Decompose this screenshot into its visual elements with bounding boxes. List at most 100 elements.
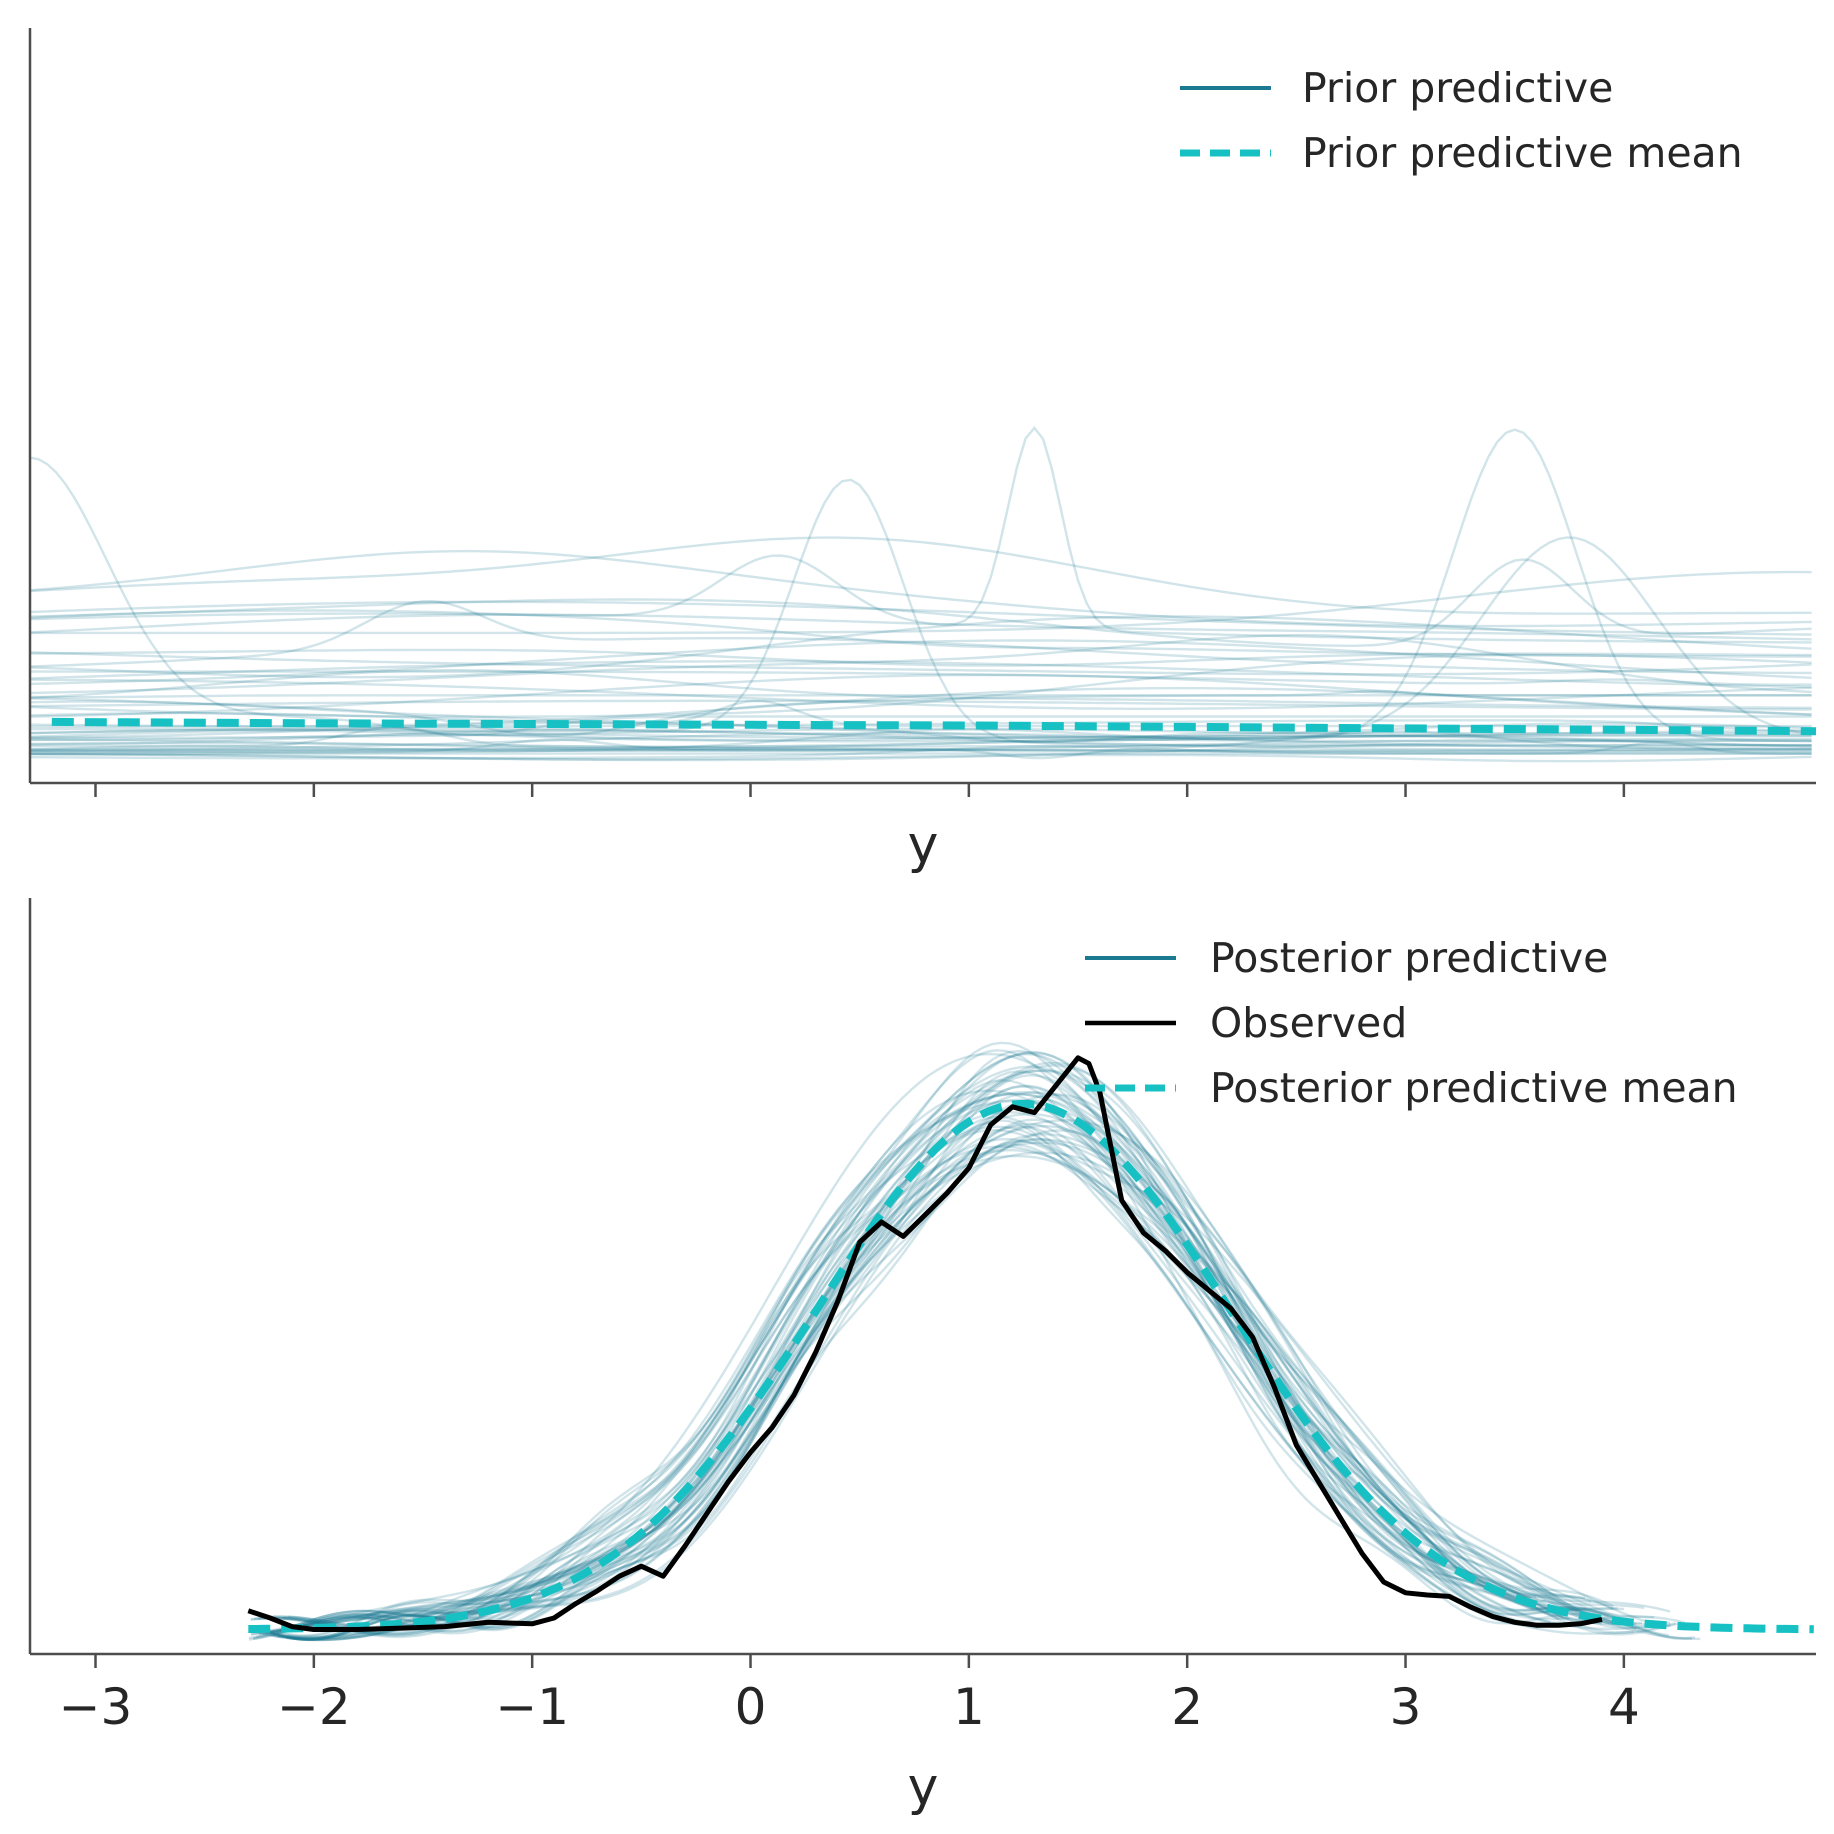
legend-label-posterior-predictive-mean: Posterior predictive mean [1210,1064,1738,1112]
prior-sample-curve [30,737,1812,752]
prior-sample-curve [30,749,1812,753]
x-axis-label: y [908,815,939,875]
prior-sample-curve [29,744,1812,755]
prior-sample-curve [29,609,1812,658]
prior-sample-curves [29,425,1812,763]
prior-predictive-panel: y Prior predictive Prior predictive mean [28,28,1817,875]
prior-sample-curve [30,741,1812,755]
prior-sample-curve [29,558,1812,648]
legend-label-observed: Observed [1210,999,1407,1047]
prior-sample-curve [29,599,1812,675]
prior-sample-curve [30,745,1812,760]
prior-sample-curve [30,730,1812,760]
prior-sample-curve [30,570,1812,635]
x-axis-ticks: −3 −2 −1 0 1 2 3 4 [59,1654,1640,1736]
posterior-sample-curve [265,1137,1541,1635]
prior-sample-curve [29,739,1812,762]
prior-sample-curve [30,699,1812,711]
posterior-sample-curve [250,1051,1561,1639]
posterior-sample-curve [249,1105,1621,1640]
prior-sample-curve [29,615,1812,679]
posterior-sample-curve [273,1069,1532,1641]
posterior-sample-curve [280,1128,1539,1633]
prior-sample-curve [29,722,1812,739]
posterior-sample-curve [250,1148,1596,1636]
x-tick-label: 2 [1171,1678,1203,1736]
posterior-sample-curve [252,1073,1564,1641]
prior-sample-curve [30,670,1812,686]
posterior-sample-curve [289,1124,1557,1642]
prior-sample-curve [29,673,1812,718]
posterior-sample-curve [282,1050,1602,1633]
prior-sample-curve [30,733,1812,742]
posterior-predictive-mean-line [248,1099,1814,1634]
posterior-sample-curve [263,1052,1671,1633]
prior-sample-curve [30,753,1812,763]
prior-predictive-mean-line [51,717,1817,736]
x-tick-label: −1 [495,1678,569,1736]
observed-line [247,1055,1603,1632]
posterior-sample-curve [286,1132,1588,1642]
prior-sample-curve [30,733,1812,752]
prior-sample-curve [29,669,1812,709]
posterior-predictive-panel: −3 −2 −1 0 1 2 3 4 y Posterior predictive Obser… [28,898,1816,1817]
posterior-sample-curve [256,1052,1637,1638]
posterior-sample-curve [281,1089,1671,1631]
posterior-sample-curve [283,1064,1586,1632]
posterior-sample-curve [259,1154,1614,1640]
prior-sample-curve [29,633,1812,695]
posterior-sample-curve [276,1079,1614,1638]
prior-sample-curve [29,653,1812,718]
prior-sample-curve [29,726,1812,751]
prior-sample-curve [29,456,1812,736]
posterior-sample-curves [248,1041,1701,1642]
posterior-sample-curve [254,1143,1609,1642]
prior-sample-curve [29,549,1812,628]
prior-sample-curve [29,694,1812,737]
posterior-sample-curve [258,1092,1535,1635]
legend-label-posterior-predictive: Posterior predictive [1210,934,1608,982]
prior-sample-curve [29,729,1812,743]
x-tick-label: 3 [1390,1678,1422,1736]
prior-sample-curve [30,734,1812,754]
posterior-sample-curve [282,1061,1558,1636]
prior-sample-curve [30,726,1812,748]
prior-sample-curve [30,478,1812,747]
posterior-sample-curve [254,1093,1539,1635]
x-tick-label: −3 [59,1678,133,1736]
prior-sample-curve [29,425,1812,644]
legend: Prior predictive Prior predictive mean [1180,64,1743,177]
posterior-sample-curve [249,1119,1665,1639]
posterior-sample-curve [284,1118,1622,1632]
posterior-sample-curve [269,1122,1685,1637]
posterior-sample-curve [287,1091,1625,1629]
posterior-sample-curve [248,1099,1560,1641]
prior-sample-curve [29,613,1812,641]
x-tick-label: 1 [953,1678,985,1736]
posterior-sample-curve [251,1145,1597,1636]
legend-label-prior-predictive: Prior predictive [1302,64,1613,112]
posterior-sample-curve [273,1119,1637,1642]
prior-sample-curve [29,700,1812,744]
x-tick-label: −2 [277,1678,351,1736]
x-axis-ticks [94,783,1626,797]
posterior-sample-curve [263,1129,1671,1634]
posterior-sample-curve [257,1098,1682,1637]
posterior-sample-curve [250,1065,1570,1636]
prior-sample-curve [29,660,1812,689]
x-tick-label: 0 [735,1678,767,1736]
prior-sample-curve [30,678,1812,710]
prior-sample-curve [30,727,1812,743]
legend: Posterior predictive Observed Posterior … [1085,934,1738,1112]
prior-sample-curve [29,536,1812,615]
legend-label-prior-predictive-mean: Prior predictive mean [1302,129,1743,177]
posterior-sample-curve [272,1151,1627,1639]
posterior-sample-curve [286,1125,1668,1630]
prior-sample-curve [29,689,1812,699]
posterior-sample-curve [287,1099,1625,1638]
x-tick-label: 4 [1608,1678,1640,1736]
prior-sample-curve [29,639,1812,686]
posterior-sample-curve [253,1138,1643,1640]
posterior-sample-curve [285,1049,1693,1642]
